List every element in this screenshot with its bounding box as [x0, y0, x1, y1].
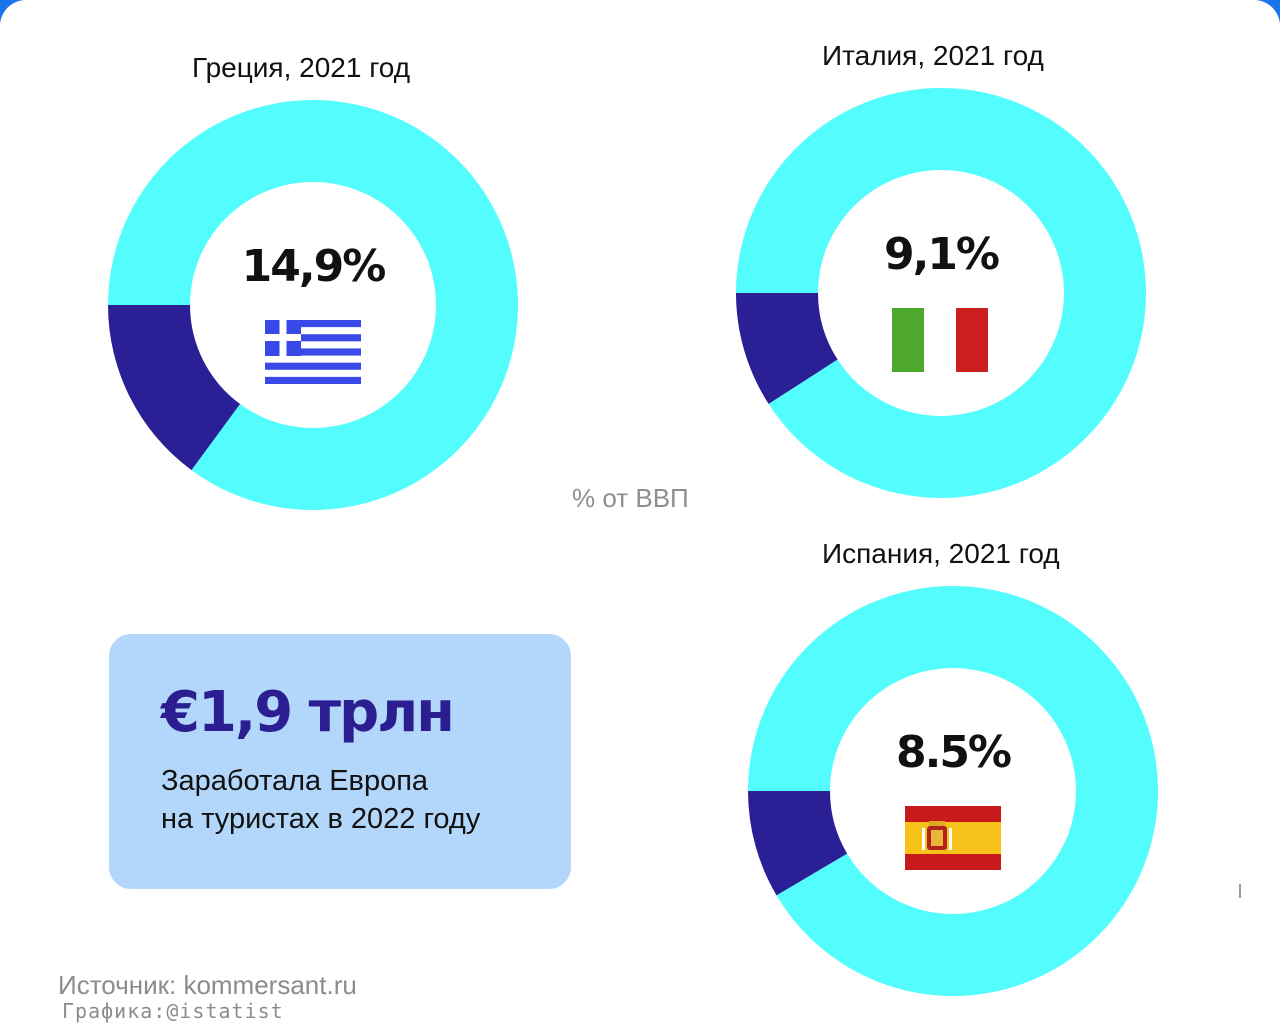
donut-chart-spain: 8.5% [748, 586, 1158, 996]
greece-flag-stripe [265, 376, 361, 384]
greece-flag-stripe [265, 334, 361, 342]
donut-rest-greece [108, 100, 518, 510]
greece-flag [265, 320, 361, 384]
donut-chart-greece: 14,9% [108, 100, 518, 510]
spain-flag [905, 806, 1001, 870]
chart-title-italy: Италия, 2021 год [822, 40, 1044, 71]
donut-share-greece [108, 305, 241, 471]
unit-label: % от ВВП [572, 483, 689, 513]
donut-share-italy [736, 293, 838, 404]
donut-chart-italy: 9,1% [736, 88, 1146, 498]
decorative-mark [1239, 884, 1241, 898]
value-label-italy: 9,1% [884, 229, 999, 280]
source-text: Источник: kommersant.ru [58, 970, 357, 1000]
stat-caption-line-1: Заработала Европа [161, 765, 429, 797]
stat-caption: Заработала Европа на туристах в 2022 год… [161, 762, 561, 838]
italy-flag [892, 308, 988, 372]
greece-flag-stripe [265, 362, 361, 370]
chart-title-greece: Греция, 2021 год [192, 52, 411, 83]
greece-flag-stripe [265, 348, 361, 356]
greece-flag-stripe [265, 320, 361, 328]
credit-text: Графика:@istatist [62, 999, 284, 1023]
chart-title-spain: Испания, 2021 год [822, 538, 1060, 569]
stat-caption-line-2: на туристах в 2022 году [161, 803, 481, 835]
donut-rest-spain [748, 586, 1158, 996]
donut-rest-italy [736, 88, 1146, 498]
stat-box: €1,9 трлн Заработала Европа на туристах … [109, 634, 571, 889]
stat-value: €1,9 трлн [161, 680, 455, 745]
donut-share-spain [748, 791, 848, 896]
value-label-greece: 14,9% [242, 241, 386, 292]
value-label-spain: 8.5% [896, 727, 1011, 778]
